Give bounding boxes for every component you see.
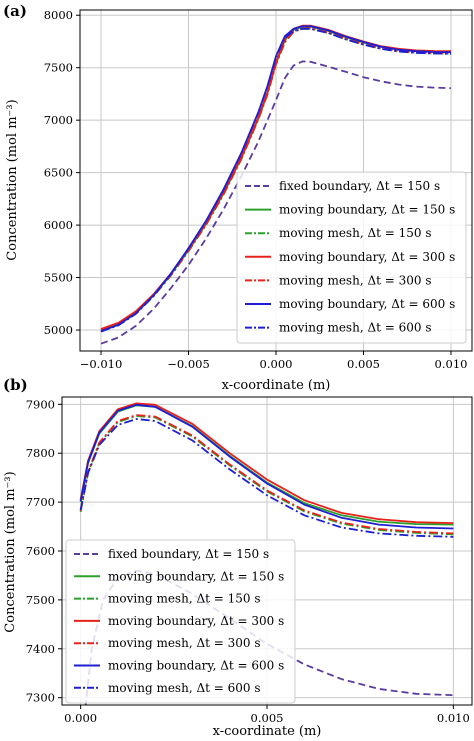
series-lines-a xyxy=(100,24,452,345)
series-line-1 xyxy=(100,60,452,345)
y-tick-label: 8000 xyxy=(44,8,73,22)
chart-b: 0.000 0.005 0.010 7300 7400 7500 7600 7700 7800 7… xyxy=(3,396,473,739)
y-tick-label: 7900 xyxy=(26,397,55,411)
legend-label-4: moving boundary, Δt = 300 s xyxy=(108,614,284,628)
x-tick-label: 0.000 xyxy=(64,711,97,725)
y-tick-label: 7300 xyxy=(26,691,55,705)
y-tick-label: 6500 xyxy=(44,166,73,180)
y-tick-label: 7400 xyxy=(26,642,55,656)
legend-label-2: moving boundary, Δt = 150 s xyxy=(279,203,455,217)
x-tick-label: 0.010 xyxy=(435,357,468,371)
y-axis-label-b: Concentration (mol m⁻³) xyxy=(3,471,18,632)
x-axis-label-a: x-coordinate (m) xyxy=(222,378,331,393)
legend-label-7: moving mesh, Δt = 600 s xyxy=(108,681,261,695)
legend-label-3: moving mesh, Δt = 150 s xyxy=(279,226,432,240)
series-line-7 xyxy=(79,418,454,538)
chart-a: −0.010 −0.005 0.000 0.005 0.010 5000 5500 6000 6… xyxy=(5,8,473,393)
y-axis-label-a: Concentration (mol m⁻³) xyxy=(5,99,20,260)
legend-label-5: moving mesh, Δt = 300 s xyxy=(279,273,432,287)
y-tick-label: 6000 xyxy=(44,218,73,232)
x-tick-label: −0.010 xyxy=(80,357,123,371)
legend-label-4: moving boundary, Δt = 300 s xyxy=(279,250,455,264)
legend-label-1: fixed boundary, Δt = 150 s xyxy=(108,547,269,561)
x-tick-label: 0.010 xyxy=(437,711,470,725)
x-axis-label-b: x-coordinate (m) xyxy=(213,724,322,739)
series-line-5 xyxy=(79,414,454,535)
y-tick-label: 7700 xyxy=(26,495,55,509)
y-tick-label: 5500 xyxy=(44,271,73,285)
legend-label-6: moving boundary, Δt = 600 s xyxy=(279,297,455,311)
legend-label-6: moving boundary, Δt = 600 s xyxy=(108,659,284,673)
legend-label-3: moving mesh, Δt = 150 s xyxy=(108,592,261,606)
legend-label-7: moving mesh, Δt = 600 s xyxy=(279,321,432,335)
x-tick-label: 0.005 xyxy=(347,357,380,371)
x-tick-label: −0.005 xyxy=(167,357,210,371)
ticks-a: −0.010 −0.005 0.000 0.005 0.010 5000 5500 6000 6… xyxy=(44,8,468,371)
panel-label-b: (b) xyxy=(3,376,28,394)
x-tick-label: 0.005 xyxy=(251,711,284,725)
x-tick-label: 0.000 xyxy=(260,357,293,371)
ticks-b: 0.000 0.005 0.010 7300 7400 7500 7600 7700 7800 7… xyxy=(26,397,470,725)
y-tick-label: 7500 xyxy=(26,593,55,607)
y-tick-label: 7800 xyxy=(26,446,55,460)
legend-box xyxy=(65,539,296,704)
panel-label-a: (a) xyxy=(3,2,27,20)
legend-box xyxy=(236,171,467,344)
legend-label-5: moving mesh, Δt = 300 s xyxy=(108,636,261,650)
y-tick-label: 7600 xyxy=(26,544,55,558)
legend-b: fixed boundary, Δt = 150 s moving boundar… xyxy=(65,539,296,704)
legend-label-2: moving boundary, Δt = 150 s xyxy=(108,569,284,583)
series-line-6 xyxy=(79,403,454,530)
legend-label-1: fixed boundary, Δt = 150 s xyxy=(279,179,440,193)
series-line-4 xyxy=(79,402,454,524)
legend-a: fixed boundary, Δt = 150 s moving boundar… xyxy=(236,171,467,344)
y-tick-label: 5000 xyxy=(44,323,73,337)
series-line-7 xyxy=(100,27,452,333)
y-tick-label: 7000 xyxy=(44,113,73,127)
y-tick-label: 7500 xyxy=(44,61,73,75)
